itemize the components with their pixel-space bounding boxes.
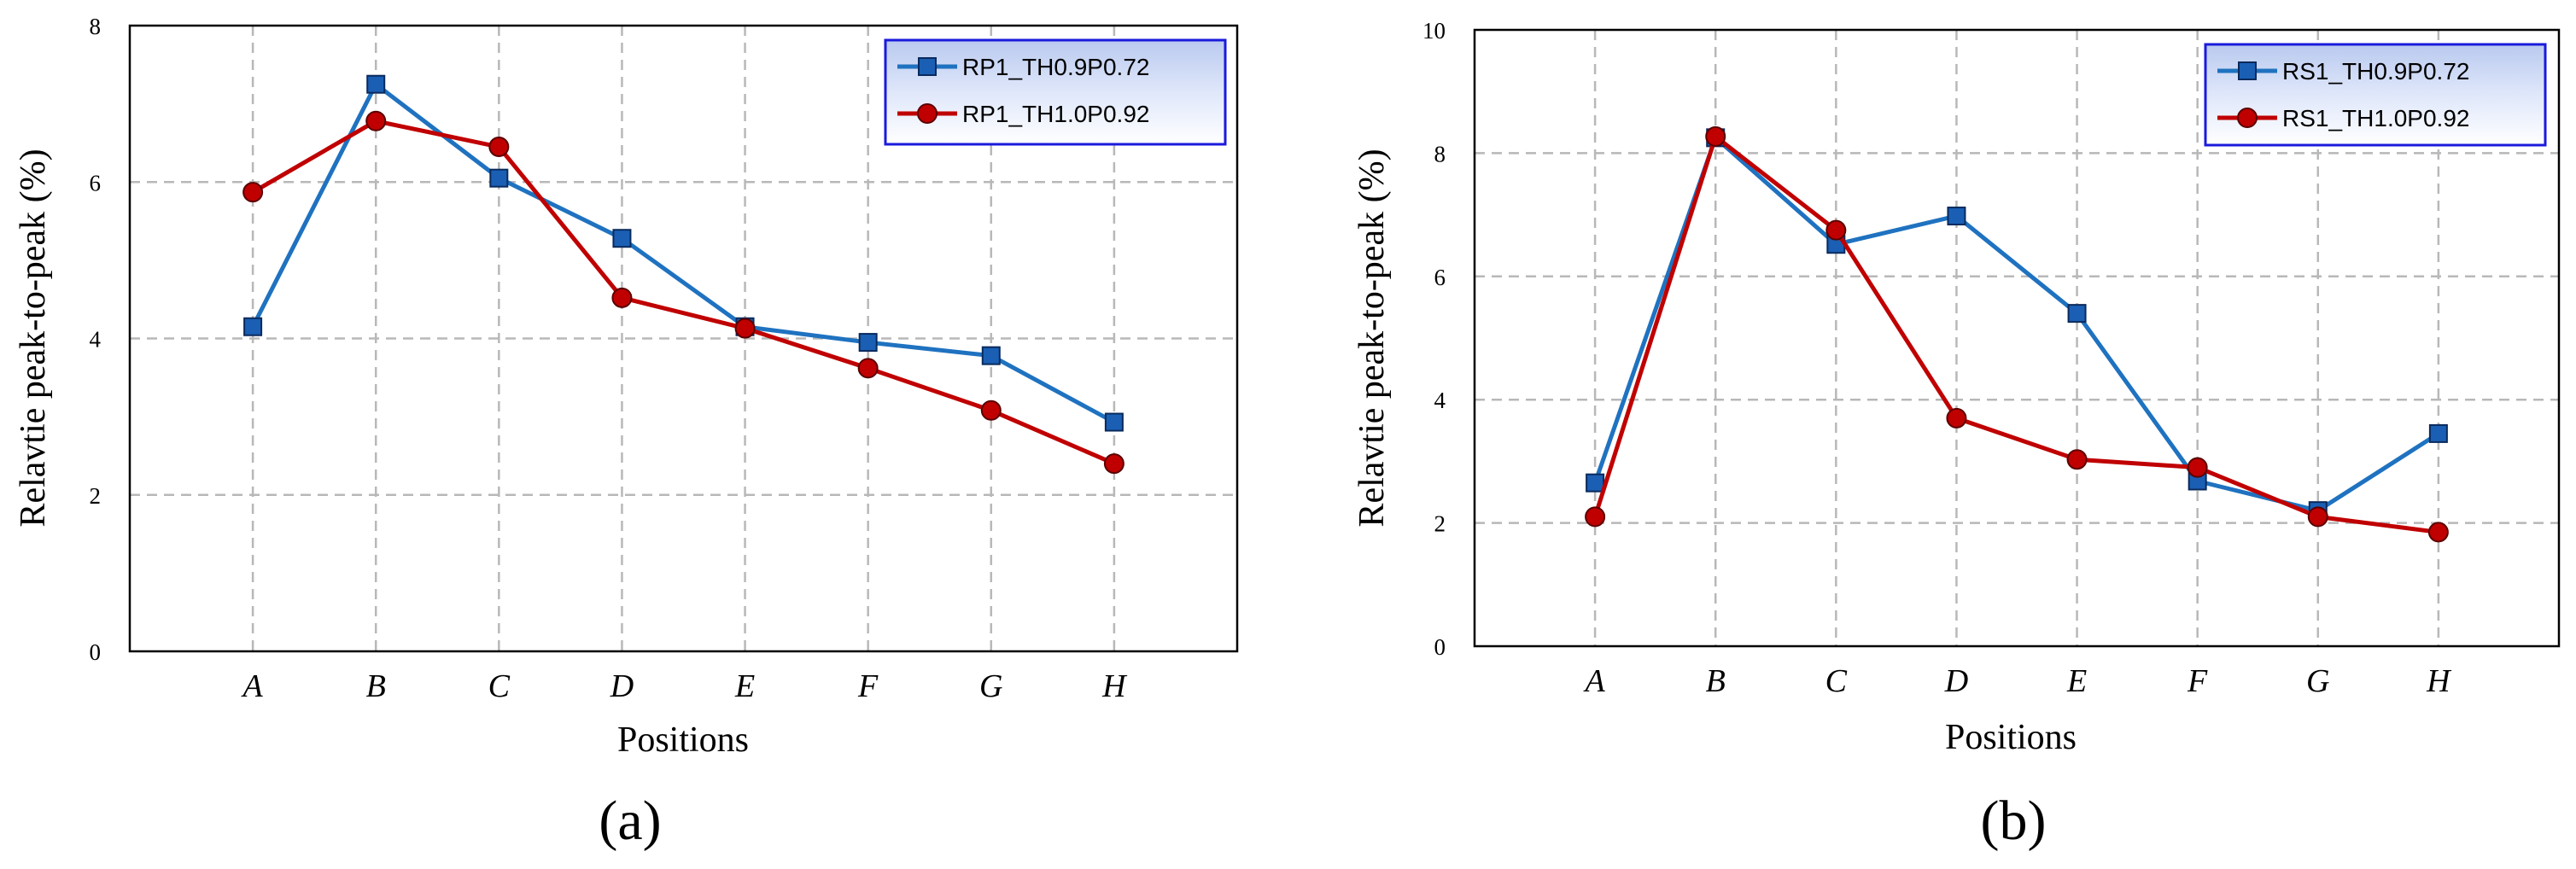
y-tick-label: 4 xyxy=(1434,388,1446,413)
data-point xyxy=(612,229,632,248)
y-tick-label: 0 xyxy=(90,639,102,665)
panel-label: (b) xyxy=(1981,790,2047,852)
data-point xyxy=(2307,506,2328,528)
legend-label: RP1_TH1.0P0.92 xyxy=(962,101,1149,127)
panel-label: (a) xyxy=(599,790,661,852)
y-axis-label: Relavtie peak-to-peak (%) xyxy=(1352,149,1392,527)
data-point xyxy=(1705,125,1726,147)
series-line xyxy=(1592,134,2439,534)
x-tick-label: A xyxy=(241,668,264,704)
data-point xyxy=(488,137,510,158)
x-axis-label: Positions xyxy=(1945,718,2077,757)
legend-marker xyxy=(2238,61,2257,80)
y-tick-label: 6 xyxy=(90,170,102,195)
legend-label: RS1_TH0.9P0.72 xyxy=(2282,58,2469,85)
data-point xyxy=(1103,453,1124,475)
data-point xyxy=(857,358,879,379)
y-tick-label: 0 xyxy=(1434,634,1446,660)
y-axis-label: Relavtie peak-to-peak (%) xyxy=(14,149,53,527)
data-point xyxy=(242,182,264,203)
data-point xyxy=(858,333,878,353)
data-point xyxy=(2428,423,2448,443)
legend-marker xyxy=(918,57,937,76)
chart-b: 0 2 4 6 8 10 A B C D E F G H Positions Relavtie peak-to… xyxy=(1352,18,2561,852)
x-tick-label: D xyxy=(1944,663,1968,699)
y-tick-label: 2 xyxy=(90,483,102,509)
series-line xyxy=(1592,135,2440,513)
legend: RP1_TH0.9P0.72 RP1_TH1.0P0.92 xyxy=(884,38,1227,146)
y-tick-label: 2 xyxy=(1434,511,1446,537)
series-line xyxy=(251,119,1115,466)
data-point xyxy=(365,110,387,131)
chart-a: 0 2 4 6 8 A B C D E F G H Positions Relavtie peak-to-p… xyxy=(14,14,1239,852)
y-tick-label: 10 xyxy=(1422,18,1446,44)
x-axis-label: Positions xyxy=(617,720,749,760)
legend-box xyxy=(2204,43,2547,147)
data-point xyxy=(734,318,756,339)
legend-box xyxy=(884,38,1227,146)
y-tick-label: 4 xyxy=(90,327,102,353)
y-tick-label: 8 xyxy=(90,14,102,39)
x-tick-label: F xyxy=(2187,663,2208,699)
legend-label: RS1_TH1.0P0.92 xyxy=(2282,105,2469,131)
x-tick-label: C xyxy=(1825,663,1848,699)
x-tick-label: H xyxy=(1101,668,1128,704)
legend-marker xyxy=(2237,108,2258,128)
x-tick-label: D xyxy=(610,668,634,704)
plot-frame xyxy=(128,24,1239,653)
x-tick-label: B xyxy=(366,668,386,704)
x-tick-label: G xyxy=(979,668,1002,704)
data-point xyxy=(1586,473,1605,493)
legend: RS1_TH0.9P0.72 RS1_TH1.0P0.92 xyxy=(2204,43,2547,147)
x-tick-label: A xyxy=(1583,663,1606,699)
data-point xyxy=(243,317,263,336)
data-point xyxy=(1104,412,1124,432)
data-point xyxy=(1946,407,1967,429)
plot-frame xyxy=(1473,28,2561,648)
y-tick-label: 8 xyxy=(1434,141,1446,166)
data-point xyxy=(2066,449,2088,470)
x-tick-label: E xyxy=(734,668,755,704)
data-point xyxy=(2427,522,2449,543)
data-point xyxy=(980,400,1002,421)
data-point xyxy=(611,287,633,308)
legend-label: RP1_TH0.9P0.72 xyxy=(962,54,1149,80)
series-line xyxy=(250,82,1116,424)
x-tick-label: F xyxy=(857,668,879,704)
data-point xyxy=(1947,207,1966,226)
data-point xyxy=(2067,304,2087,324)
data-point xyxy=(366,74,386,94)
x-tick-label: E xyxy=(2066,663,2087,699)
data-point xyxy=(2187,457,2208,478)
legend-marker xyxy=(917,103,938,124)
data-point xyxy=(1825,219,1847,241)
data-point xyxy=(1585,506,1606,528)
data-point xyxy=(981,346,1001,365)
y-tick-label: 6 xyxy=(1434,265,1446,290)
data-point xyxy=(489,168,509,188)
x-tick-label: G xyxy=(2306,663,2329,699)
x-tick-label: B xyxy=(1706,663,1726,699)
x-tick-label: H xyxy=(2426,663,2452,699)
x-tick-label: C xyxy=(488,668,511,704)
